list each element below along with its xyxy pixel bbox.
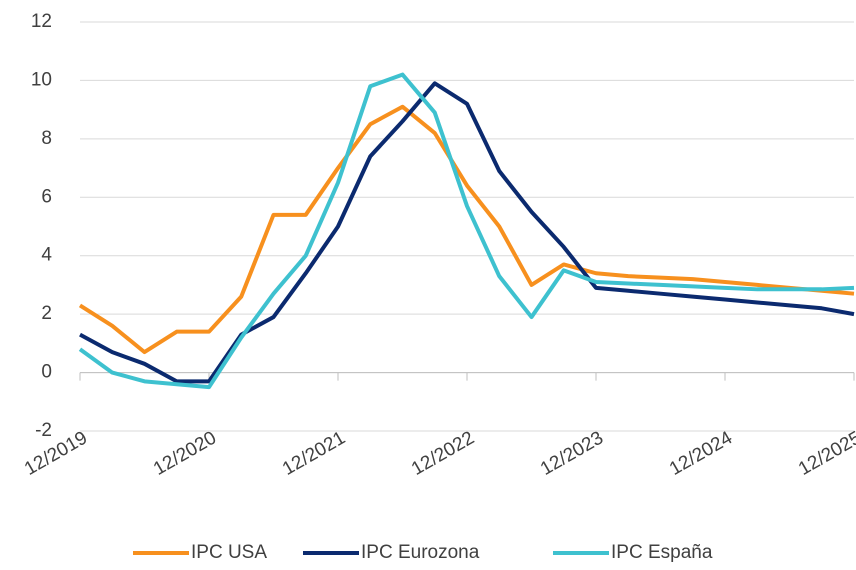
- y-tick-label: -2: [35, 420, 52, 441]
- y-tick-label: 2: [41, 303, 52, 324]
- y-tick-label: 10: [31, 69, 52, 90]
- legend-label: IPC España: [611, 542, 713, 563]
- x-tick-label: 12/2023: [537, 427, 607, 480]
- legend-label: IPC USA: [191, 542, 267, 563]
- x-tick-label: 12/2021: [279, 427, 349, 480]
- y-tick-label: 0: [41, 362, 52, 383]
- x-tick-label: 12/2024: [666, 427, 736, 480]
- y-tick-label: 12: [31, 11, 52, 32]
- series-line: [78, 104, 855, 355]
- legend-label: IPC Eurozona: [361, 542, 480, 563]
- y-tick-label: 8: [41, 128, 52, 149]
- series-line: [79, 81, 855, 384]
- x-tick-label: 12/2019: [21, 427, 91, 480]
- x-tick-label: 12/2025: [795, 427, 856, 480]
- y-tick-label: 4: [41, 245, 52, 266]
- x-tick-label: 12/2022: [408, 427, 478, 480]
- series-line: [78, 72, 855, 390]
- x-tick-label: 12/2020: [150, 427, 220, 480]
- y-tick-label: 6: [41, 186, 52, 207]
